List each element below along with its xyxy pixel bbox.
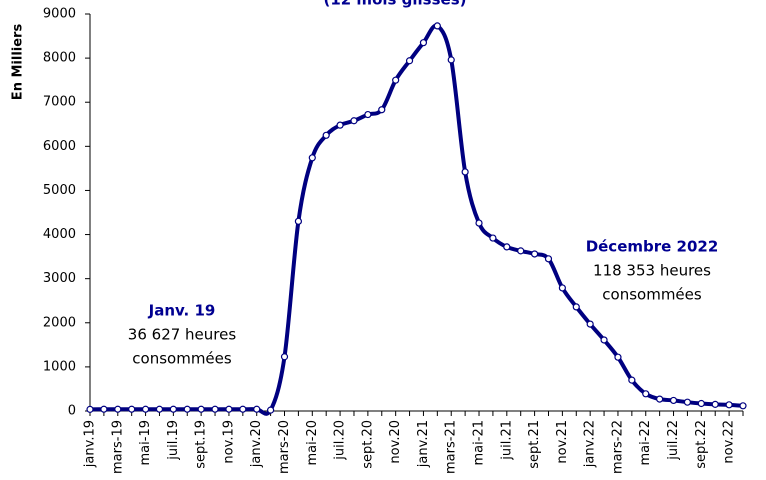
x-tick-label: janv.19 [83,420,98,468]
marker [100,405,108,413]
y-tick-label: 6000 [43,139,76,154]
marker [253,405,261,413]
marker [489,234,497,242]
marker [697,399,705,408]
x-tick-label: nov.22 [722,420,737,464]
marker [128,405,136,413]
annotation-text: 118 353 heures [593,262,711,280]
marker [267,406,275,414]
marker [642,390,650,398]
marker [225,405,233,413]
x-tick-label: sept.22 [694,420,709,469]
marker [517,247,525,255]
marker [405,57,414,65]
marker [558,284,566,292]
x-tick-label: juil.19 [166,420,181,461]
marker [586,320,594,328]
marker [169,405,177,413]
marker [669,396,678,405]
x-tick-label: nov.19 [221,420,236,464]
y-tick-label: 2000 [43,315,76,330]
y-tick-label: 5000 [43,183,76,198]
x-tick-label: janv.22 [583,420,598,468]
chart-title: (12 mois glissés) [323,0,466,9]
marker [364,110,372,119]
marker [503,243,511,251]
x-tick-label: juil.22 [666,420,681,461]
y-tick-label: 9000 [43,7,76,22]
marker [336,121,344,129]
x-tick-label: janv.20 [249,420,264,468]
x-tick-label: sept.20 [360,420,375,469]
marker [114,405,122,413]
marker [322,131,330,139]
x-tick-label: sept.19 [194,420,209,469]
annotation-title: Décembre 2022 [586,238,719,256]
marker [86,405,94,413]
x-tick-label: juil.21 [499,420,514,461]
marker [197,405,205,413]
x-tick-label: mars-20 [277,420,292,474]
x-tick-label: nov.21 [555,420,570,464]
marker [530,250,539,258]
marker [614,353,622,361]
marker [280,353,289,361]
marker [155,405,164,413]
annotation-text: consommées [132,350,232,368]
y-tick-label: 8000 [43,51,76,66]
x-tick-label: nov.20 [388,420,403,464]
y-tick-label: 4000 [43,227,76,242]
x-tick-label: mai-19 [138,420,153,465]
y-tick-label: 3000 [43,271,76,286]
x-tick-label: mars-19 [110,420,125,474]
x-tick-label: mars-22 [610,420,625,474]
x-tick-label: mai-20 [305,420,320,465]
marker [544,255,553,263]
marker [628,376,636,384]
marker [461,168,469,176]
marker [183,405,191,413]
x-tick-label: mai-22 [638,420,653,465]
marker [600,336,608,344]
marker [725,401,733,409]
marker [378,106,386,114]
marker [294,217,303,225]
marker [392,76,400,84]
y-tick-label: 0 [68,404,76,419]
annotation-text: consommées [602,286,702,304]
x-tick-label: sept.21 [527,420,542,469]
annotation-title: Janv. 19 [148,302,216,320]
marker [739,402,747,410]
y-tick-label: 1000 [43,359,76,374]
marker [308,154,316,162]
y-axis-label: En Milliers [11,24,26,101]
annotation-text: 36 627 heures [128,326,237,344]
marker [239,405,247,413]
marker [572,303,580,311]
marker [656,395,664,403]
marker [419,39,428,47]
x-tick-label: janv.21 [416,420,431,468]
marker [211,405,219,413]
marker [711,400,719,408]
y-tick-label: 7000 [43,95,76,110]
marker [350,117,358,125]
x-tick-label: juil.20 [333,420,348,461]
marker [447,56,455,64]
marker [433,22,441,30]
marker [683,398,692,406]
x-tick-label: mars-21 [444,420,459,474]
marker [141,405,150,413]
x-tick-label: mai-21 [472,420,487,465]
marker [475,219,483,227]
